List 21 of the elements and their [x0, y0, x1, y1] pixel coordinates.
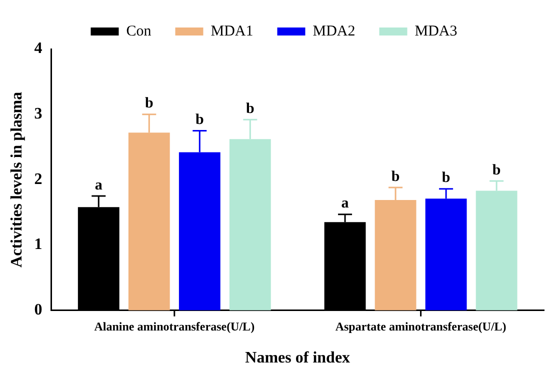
data-label: b: [144, 96, 154, 112]
data-label: b: [391, 168, 400, 185]
legend-label: MDA2: [312, 23, 356, 40]
x-axis-title: Names of index: [245, 350, 350, 367]
data-label: b: [195, 112, 204, 128]
legend-label: Con: [126, 23, 152, 40]
data-label: a: [94, 177, 103, 194]
y-axis-title: Activities levels in plasma: [8, 92, 26, 268]
y-tick-label: 3: [34, 105, 42, 122]
legend-label: MDA3: [414, 23, 458, 40]
y-tick-label: 2: [34, 170, 42, 188]
y-tick-label: 1: [34, 236, 42, 254]
data-label: b: [492, 162, 501, 178]
legend-label: MDA1: [210, 23, 254, 40]
x-tick-label: Alanine aminotransferase(U/L): [94, 320, 255, 334]
y-tick-label: 4: [34, 40, 42, 58]
data-label: a: [341, 196, 350, 212]
data-label: b: [246, 100, 254, 117]
y-tick-label: 0: [34, 302, 42, 319]
data-label: b: [442, 170, 450, 186]
x-tick-label: Aspartate aminotransferase(U/L): [335, 320, 506, 334]
